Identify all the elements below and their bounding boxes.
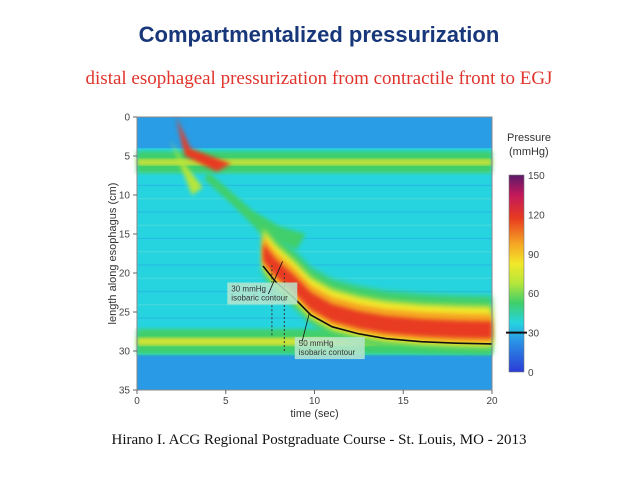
y-tick-label: 25	[119, 308, 131, 319]
upper-sphincter-core	[137, 159, 492, 166]
heatmap-bottom-band	[137, 354, 492, 390]
pressure-envelope-120	[263, 243, 492, 339]
annotation-arrow	[267, 261, 283, 295]
heatmap-top-band	[137, 117, 492, 149]
colorbar-gradient	[508, 174, 525, 373]
heatmap-streak	[137, 211, 492, 213]
colorbar-tick-label: 0	[528, 368, 534, 379]
x-tick-label: 5	[223, 396, 229, 407]
annotation-arrow	[301, 313, 310, 342]
y-tick-label: 10	[119, 191, 131, 202]
annotation-line1: 30 mmHg	[231, 285, 266, 294]
heatmap-streak	[137, 184, 492, 187]
annotation-line1: 50 mmHg	[299, 339, 334, 348]
heatmap-streak	[137, 237, 492, 240]
heatmap-streak	[137, 224, 492, 226]
colorbar-tick-label: 150	[528, 171, 545, 182]
y-tick-label: 5	[124, 152, 130, 163]
heatmap-streak	[137, 251, 492, 253]
x-axis-label: time (sec)	[290, 408, 338, 420]
swallow-tail	[170, 140, 203, 195]
transition-zone	[204, 171, 306, 250]
slide-subtitle: distal esophageal pressurization from co…	[85, 68, 553, 89]
citation: Hirano I. ACG Regional Postgraduate Cour…	[111, 432, 527, 448]
annotation-box	[294, 337, 365, 360]
x-tick-label: 15	[398, 396, 410, 407]
y-tick-label: 35	[119, 386, 131, 397]
swallow-pressure-trace	[176, 117, 232, 172]
slide-title: Compartmentalized pressurization	[138, 22, 500, 47]
colorbar-tick-label: 120	[528, 210, 545, 221]
annotation-line2: isobaric contour	[231, 294, 288, 303]
x-tick-label: 0	[134, 396, 140, 407]
annotation-box	[227, 282, 298, 305]
colorbar-tick-label: 60	[528, 289, 540, 300]
x-tick-label: 20	[486, 396, 498, 407]
y-tick-label: 20	[119, 269, 131, 280]
colorbar-tick-label: 30	[528, 329, 540, 340]
y-tick-label: 0	[124, 113, 130, 124]
y-tick-label: 15	[119, 230, 131, 241]
colorbar-tick-label: 90	[528, 250, 540, 261]
x-tick-label: 10	[309, 396, 321, 407]
colorbar-title: Pressure	[507, 132, 551, 144]
pressure-envelope-90	[263, 236, 492, 343]
annotation-line2: isobaric contour	[299, 348, 356, 357]
y-axis-label: length along esophagus (cm)	[107, 183, 119, 325]
colorbar-unit: (mmHg)	[509, 146, 549, 158]
y-tick-label: 30	[119, 347, 131, 358]
heatmap-streak	[137, 198, 492, 200]
heatmap-streak	[137, 264, 492, 266]
